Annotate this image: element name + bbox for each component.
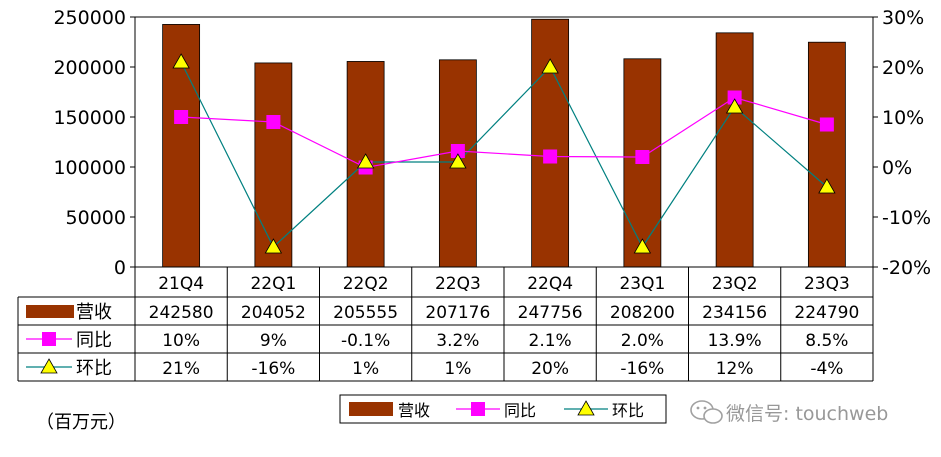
left-axis-tick-label: 250000 (53, 7, 126, 29)
table-cell: 1% (352, 359, 379, 379)
yoy-point (174, 110, 189, 124)
qoq-point (449, 153, 467, 169)
table-cell: 204052 (241, 303, 306, 323)
qoq-point (264, 238, 283, 254)
qoq-point (356, 153, 375, 169)
table-cell: 10% (162, 331, 200, 351)
bars-layer (162, 18, 846, 268)
legend-label-revenue: 营收 (398, 401, 430, 420)
table-cell: 205555 (333, 303, 398, 323)
left-axis-tick-label: 150000 (53, 107, 126, 129)
table-cell: -16% (620, 359, 664, 379)
table-cell: 2.0% (621, 331, 664, 351)
table-cell: 224790 (794, 303, 859, 323)
category-label: 22Q3 (435, 274, 481, 294)
watermark-text: 微信号: touchweb (726, 403, 888, 425)
table-cell: 8.5% (805, 331, 848, 351)
revenue-bar (715, 32, 754, 268)
qoq-point (541, 58, 559, 74)
axes-layer: 0 50000 100000 150000 200000 250000 -20% -10% 0%… (53, 7, 931, 279)
watermark: 微信号: touchweb (690, 400, 888, 425)
lines-layer (172, 53, 836, 254)
table-key-revenue (26, 305, 74, 318)
qoq-line (180, 61, 828, 249)
yoy-point (635, 150, 650, 164)
wechat-icon (690, 400, 723, 424)
category-label: 23Q2 (712, 274, 758, 294)
right-axis-tick-label: 20% (882, 57, 924, 79)
category-label: 21Q4 (158, 274, 204, 294)
table-cell: 9% (260, 331, 287, 351)
table-cell: 234156 (702, 303, 767, 323)
left-axis-tick-label: 100000 (53, 157, 126, 179)
table-cell: 12% (716, 359, 754, 379)
left-axis-tick-label: 0 (114, 257, 126, 279)
table-cell: 21% (162, 359, 200, 379)
legend-marker-qoq (577, 400, 595, 416)
left-axis-tick-label: 50000 (66, 207, 126, 229)
category-label: 22Q2 (343, 274, 389, 294)
unit-label: （百万元） (36, 412, 126, 433)
yoy-point (543, 149, 558, 164)
data-table: 21Q4 22Q1 22Q2 22Q3 22Q4 23Q1 23Q2 23Q3 营收 242580… (17, 266, 874, 382)
table-row-header: 环比 (76, 358, 112, 379)
legend-label-yoy: 同比 (504, 401, 536, 420)
table-row-header: 同比 (76, 330, 112, 351)
yoy-point (727, 90, 742, 105)
yoy-point (266, 115, 281, 129)
table-cell: 208200 (610, 303, 675, 323)
revenue-bar (807, 41, 846, 268)
category-label: 23Q3 (804, 274, 850, 294)
revenue-bar (254, 62, 293, 268)
yoy-point (450, 144, 465, 158)
legend-swatch-revenue (349, 402, 393, 416)
legend-label-qoq: 环比 (612, 401, 644, 420)
plot-area-frame (134, 16, 874, 268)
legend-marker-yoy (471, 402, 485, 416)
category-label: 22Q1 (250, 274, 296, 294)
left-axis-tick-label: 200000 (53, 57, 126, 79)
table-key-qoq-marker (40, 358, 58, 374)
right-axis-tick-label: 30% (882, 7, 924, 29)
qoq-point (725, 98, 744, 114)
table-cell: 3.2% (436, 331, 479, 351)
table-cell: -4% (810, 359, 843, 379)
table-cell: 247756 (518, 303, 583, 323)
right-axis-tick-label: 10% (882, 107, 924, 129)
table-cell: -16% (251, 359, 295, 379)
table-cell: 13.9% (708, 331, 762, 351)
legend: 营收 同比 环比 (339, 394, 667, 424)
right-axis-tick-label: -20% (882, 257, 931, 279)
category-label: 22Q4 (527, 274, 573, 294)
yoy-point (819, 117, 834, 132)
qoq-point (633, 238, 652, 254)
yoy-line (181, 96, 828, 169)
revenue-bar (531, 18, 570, 268)
table-cell: 20% (531, 359, 569, 379)
qoq-point (172, 53, 190, 69)
table-cell: 2.1% (529, 331, 572, 351)
table-cell: 242580 (149, 303, 214, 323)
category-label: 23Q1 (619, 274, 665, 294)
right-axis-tick-label: -10% (882, 207, 931, 229)
right-axis-tick-label: 0% (882, 157, 912, 179)
table-key-yoy-marker (42, 332, 56, 346)
table-cell: 207176 (425, 303, 490, 323)
qoq-point (818, 178, 836, 194)
table-cell: 1% (444, 359, 471, 379)
table-row-header: 营收 (76, 302, 112, 323)
table-cell: -0.1% (341, 331, 390, 351)
